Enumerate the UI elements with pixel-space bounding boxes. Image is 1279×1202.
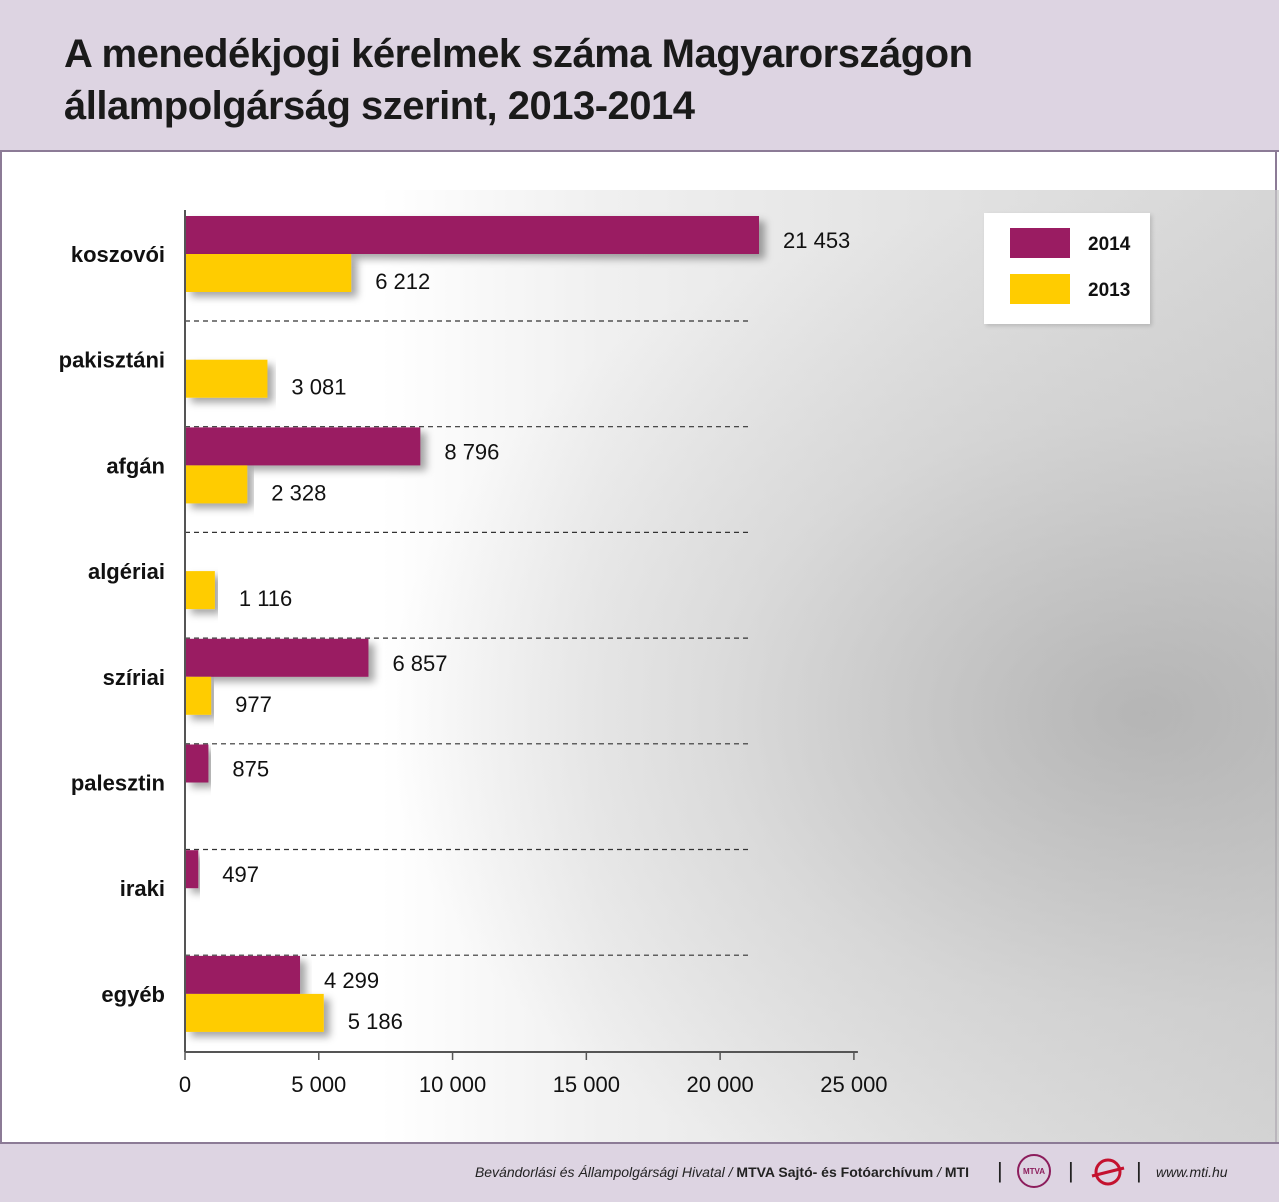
data-label-2013: 3 081 bbox=[291, 375, 346, 400]
mti-logo-icon bbox=[1091, 1158, 1125, 1186]
data-label-2013: 2 328 bbox=[271, 480, 326, 505]
bar-2013 bbox=[185, 254, 352, 292]
separator: | bbox=[1136, 1158, 1142, 1183]
credit-org: MTI bbox=[944, 1164, 969, 1180]
background-photo bbox=[380, 190, 1279, 1142]
data-label-2014: 497 bbox=[222, 862, 259, 887]
category-label: iraki bbox=[120, 876, 165, 901]
title-line-2: állampolgárság szerint, 2013-2014 bbox=[64, 84, 695, 128]
data-label-2014: 6 857 bbox=[392, 651, 447, 676]
data-label-2013: 977 bbox=[235, 692, 272, 717]
category-label: afgán bbox=[106, 453, 165, 478]
bar-2014 bbox=[185, 427, 421, 466]
mtva-logo-icon: MTVA bbox=[1017, 1154, 1051, 1188]
category-label: palesztin bbox=[71, 771, 165, 796]
separator: | bbox=[1068, 1158, 1074, 1183]
x-tick-label: 5 000 bbox=[291, 1072, 346, 1097]
header-band: A menedékjogi kérelmek száma Magyarorszá… bbox=[0, 0, 1279, 152]
x-tick-label: 15 000 bbox=[553, 1072, 620, 1097]
chart-title: A menedékjogi kérelmek száma Magyarorszá… bbox=[64, 28, 973, 132]
bar-2013 bbox=[185, 993, 324, 1032]
x-tick-label: 0 bbox=[179, 1072, 191, 1097]
category-label: koszovói bbox=[71, 242, 165, 267]
bar-2013 bbox=[185, 571, 215, 610]
bar-2014 bbox=[185, 955, 301, 994]
legend-item-2013: 2013 bbox=[1010, 274, 1150, 304]
legend: 2014 2013 bbox=[984, 213, 1150, 324]
data-label-2014: 8 796 bbox=[444, 439, 499, 464]
data-label-2014: 21 453 bbox=[783, 228, 850, 253]
bar-2013 bbox=[185, 676, 212, 715]
legend-label-2013: 2013 bbox=[1088, 280, 1131, 301]
x-tick-label: 20 000 bbox=[686, 1072, 753, 1097]
separator: | bbox=[997, 1158, 1003, 1183]
mtva-logo-text: MTVA bbox=[1022, 1166, 1046, 1176]
data-label-2013: 5 186 bbox=[348, 1009, 403, 1034]
data-label-2013: 6 212 bbox=[375, 269, 430, 294]
bar-2014 bbox=[185, 744, 209, 783]
bar-2013 bbox=[185, 359, 268, 398]
data-label-2013: 1 116 bbox=[239, 586, 292, 611]
data-label-2014: 4 299 bbox=[324, 968, 379, 993]
x-tick-label: 25 000 bbox=[820, 1072, 887, 1097]
credit-agency: MTVA Sajtó- és Fotóarchívum bbox=[736, 1164, 934, 1180]
bar-2014 bbox=[185, 850, 199, 889]
bar-2013 bbox=[185, 465, 248, 504]
bar-2014 bbox=[185, 638, 369, 677]
title-line-1: A menedékjogi kérelmek száma Magyarorszá… bbox=[64, 32, 973, 76]
legend-swatch-2014 bbox=[1010, 228, 1070, 258]
category-label: egyéb bbox=[101, 982, 165, 1007]
footer-url: www.mti.hu bbox=[1156, 1164, 1228, 1180]
category-label: pakisztáni bbox=[59, 348, 165, 373]
footer-band: Bevándorlási és Állampolgársági Hivatal … bbox=[0, 1142, 1279, 1202]
category-label: szíriai bbox=[103, 665, 165, 690]
legend-swatch-2013 bbox=[1010, 274, 1070, 304]
category-label: algériai bbox=[88, 559, 165, 584]
legend-label-2014: 2014 bbox=[1088, 234, 1131, 255]
bar-chart: koszovói 21 453 6 212 pakisztáni 3 081 afgán 8… bbox=[59, 210, 888, 1097]
source-credit: Bevándorlási és Állampolgársági Hivatal … bbox=[474, 1164, 969, 1180]
x-tick-label: 10 000 bbox=[419, 1072, 486, 1097]
legend-item-2014: 2014 bbox=[1010, 228, 1150, 258]
data-label-2014: 875 bbox=[232, 757, 269, 782]
bar-2014 bbox=[185, 216, 759, 254]
credit-source: Bevándorlási és Állampolgársági Hivatal bbox=[474, 1164, 725, 1180]
